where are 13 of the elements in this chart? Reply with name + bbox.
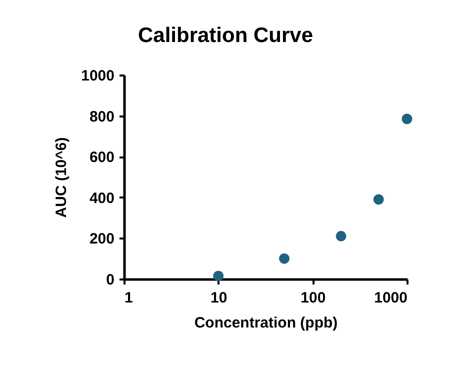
x-tick-label: 10 bbox=[210, 290, 228, 306]
x-tick-label: 100 bbox=[300, 290, 326, 306]
y-tick-label: 800 bbox=[89, 108, 114, 126]
x-tick-label: 1 bbox=[124, 290, 133, 306]
x-tick-label: 1000 bbox=[374, 290, 408, 306]
y-tick-label: 400 bbox=[89, 190, 114, 207]
x-axis-title: Concentration (ppb) bbox=[194, 314, 338, 332]
y-tick-label: 600 bbox=[89, 149, 114, 166]
y-tick-label: 200 bbox=[89, 230, 114, 248]
chart-title: Calibration Curve bbox=[138, 24, 314, 47]
y-tick-label: 1000 bbox=[81, 68, 114, 84]
y-tick-label: 0 bbox=[106, 272, 114, 288]
y-axis-title: AUC (10^6) bbox=[53, 137, 70, 218]
